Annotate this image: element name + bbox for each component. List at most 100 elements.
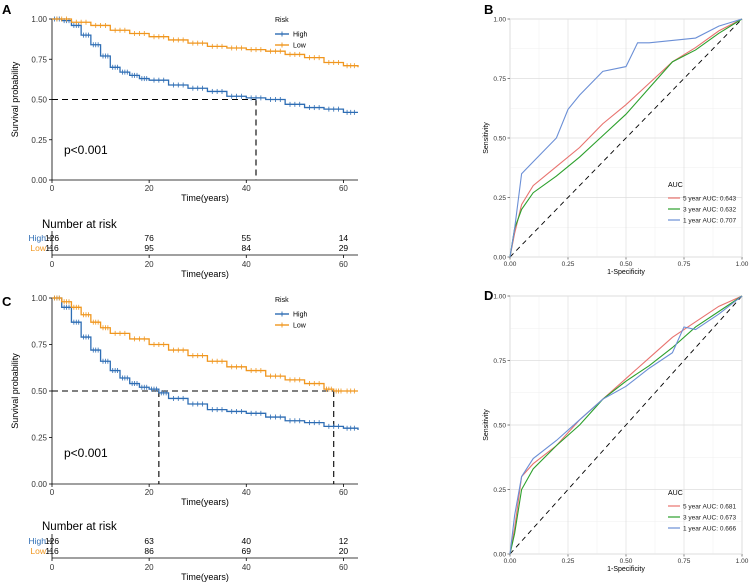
panel-d-x-tick-label: 0.00 [504,558,517,565]
panel-c-risk-x-tick-label: 0 [50,563,55,572]
panel-c-legend-label-high: High [293,312,308,319]
panel-a-risk-table-title: Number at risk [42,219,117,231]
panel-a-x-tick-label: 60 [339,184,348,193]
panel-b-x-tick-label: 1.00 [736,261,749,268]
panel-d-reference-diagonal [509,295,743,555]
panel-a-y-axis-label: Survival probability [10,61,20,137]
panel-d-x-tick-label: 1.00 [736,558,749,565]
panel-c-y-tick-label: 1.00 [31,294,47,303]
panel-a-curve-low [52,18,359,68]
panel-c-x-tick-label: 60 [339,488,348,497]
panel-b-y-tick-label: 0.75 [493,76,506,83]
panel-b-y-tick-label: 1.00 [493,17,506,24]
panel-d-legend-label-2: 3 year AUC: 0.673 [683,515,736,522]
panel-d-x-tick-label: 0.25 [562,558,575,565]
panel-d-x-tick-label: 0.50 [620,558,633,565]
panel-c-y-tick-label: 0.50 [31,387,47,396]
panel-c-risk-count: 20 [339,546,349,556]
panel-b-x-tick-label: 0.00 [504,261,517,268]
panel-d-y-tick-label: 0.00 [493,552,506,559]
panel-b-letter: B [484,2,493,17]
panel-d-x-tick-label: 0.75 [678,558,691,565]
panel-c-censor-marks-low [54,295,355,394]
panel-b-y-tick-label: 0.50 [493,136,506,143]
panel-b-y-tick-label: 0.25 [493,195,506,202]
panel-b-y-tick-label: 0.00 [493,255,506,262]
panel-c-risk-count: 40 [242,536,252,546]
panel-c-risk-count: 86 [144,546,154,556]
panel-d-legend-title: AUC [668,490,683,497]
panel-c-legend-label-low: Low [293,323,307,330]
panel-a-p-value: p<0.001 [64,143,108,157]
panel-c-x-axis-label: Time(years) [181,497,229,507]
panel-b-x-tick-label: 0.75 [678,261,691,268]
panel-d-y-tick-label: 0.25 [493,487,506,494]
panel-d-roc-curve-3 [509,295,743,555]
panel-a-risk-row-label-high: High [29,233,47,243]
panel-c-x-tick-label: 40 [242,488,251,497]
panel-d-x-axis-label: 1-Specificity [607,566,645,573]
panel-a-legend-label-low: Low [293,43,307,50]
panel-a-y-tick-label: 0.75 [31,55,47,64]
panel-c-curve-high [52,297,359,431]
panel-a-risk-count: 95 [144,243,154,253]
panel-c-risk-x-tick-label: 60 [339,563,348,572]
panel-a-risk-x-axis-label: Time(years) [181,269,229,279]
panel-b-legend-label-1: 5 year AUC: 0.643 [683,196,736,203]
panel-c-letter: C [2,294,12,309]
panel-a-risk-count: 55 [242,233,252,243]
panel-a-risk-x-tick-label: 20 [145,260,154,269]
panel-b-x-tick-label: 0.25 [562,261,575,268]
panel-c-risk-count: 12 [339,536,349,546]
panel-a-y-tick-label: 1.00 [31,15,47,24]
panel-b-x-tick-label: 0.50 [620,261,633,268]
panel-a-risk-count: 29 [339,243,349,253]
panel-a-x-tick-label: 0 [50,184,55,193]
panel-d-letter: D [484,288,493,303]
panel-a-curve-high [52,18,358,114]
panel-a-y-tick-label: 0.50 [31,96,47,105]
panel-a-x-tick-label: 40 [242,184,251,193]
panel-a-x-tick-label: 20 [145,184,154,193]
panel-a-y-tick-label: 0.00 [31,176,47,185]
panel-c-x-tick-label: 0 [50,488,55,497]
panel-b-legend-title: AUC [668,182,683,189]
panel-a-censor-marks-high [54,16,355,115]
panel-c-risk-row-label-high: High [29,536,47,546]
panel-d-y-tick-label: 1.00 [493,294,506,301]
panel-c-curve-low [52,297,358,392]
panel-c-risk-row-label-low: Low [30,546,46,556]
panel-a-x-axis-label: Time(years) [181,193,229,203]
panel-c-y-tick-label: 0.25 [31,434,47,443]
panel-b-roc-curve-2 [509,18,743,258]
panel-b-reference-diagonal [509,18,743,258]
panel-a-risk-x-tick-label: 0 [50,260,55,269]
panel-d-y-axis-label: Sensitivity [483,409,490,441]
panel-a-censor-marks-low [56,16,355,69]
panel-b-x-axis-label: 1-Specificity [607,269,645,276]
panel-b-roc-curve-1 [509,18,743,258]
panel-d-y-tick-label: 0.75 [493,358,506,365]
panel-c-y-tick-label: 0.00 [31,480,47,489]
panel-a-risk-x-tick-label: 40 [242,260,251,269]
panel-b-roc-curve-3 [509,18,743,258]
panel-b-legend-label-2: 3 year AUC: 0.632 [683,207,736,214]
panel-a-legend-label-high: High [293,32,308,39]
panel-a-y-tick-label: 0.25 [31,136,47,145]
panel-c-risk-x-axis-label: Time(years) [181,572,229,582]
panel-c-y-tick-label: 0.75 [31,341,47,350]
panel-c-risk-count: 69 [242,546,252,556]
panel-b-y-axis-label: Sensitivity [483,122,490,154]
panel-d-legend-label-3: 1 year AUC: 0.666 [683,526,736,533]
panel-a-letter: A [2,2,12,17]
panel-a-risk-count: 14 [339,233,349,243]
panel-a-risk-count: 84 [242,243,252,253]
panel-c-risk-count: 63 [144,536,154,546]
panel-c-risk-x-tick-label: 40 [242,563,251,572]
panel-c-censor-marks-high [54,295,355,431]
panel-c-y-axis-label: Survival probability [10,353,20,429]
panel-a-risk-x-tick-label: 60 [339,260,348,269]
panel-d-y-tick-label: 0.50 [493,423,506,430]
panel-a-risk-count: 76 [144,233,154,243]
